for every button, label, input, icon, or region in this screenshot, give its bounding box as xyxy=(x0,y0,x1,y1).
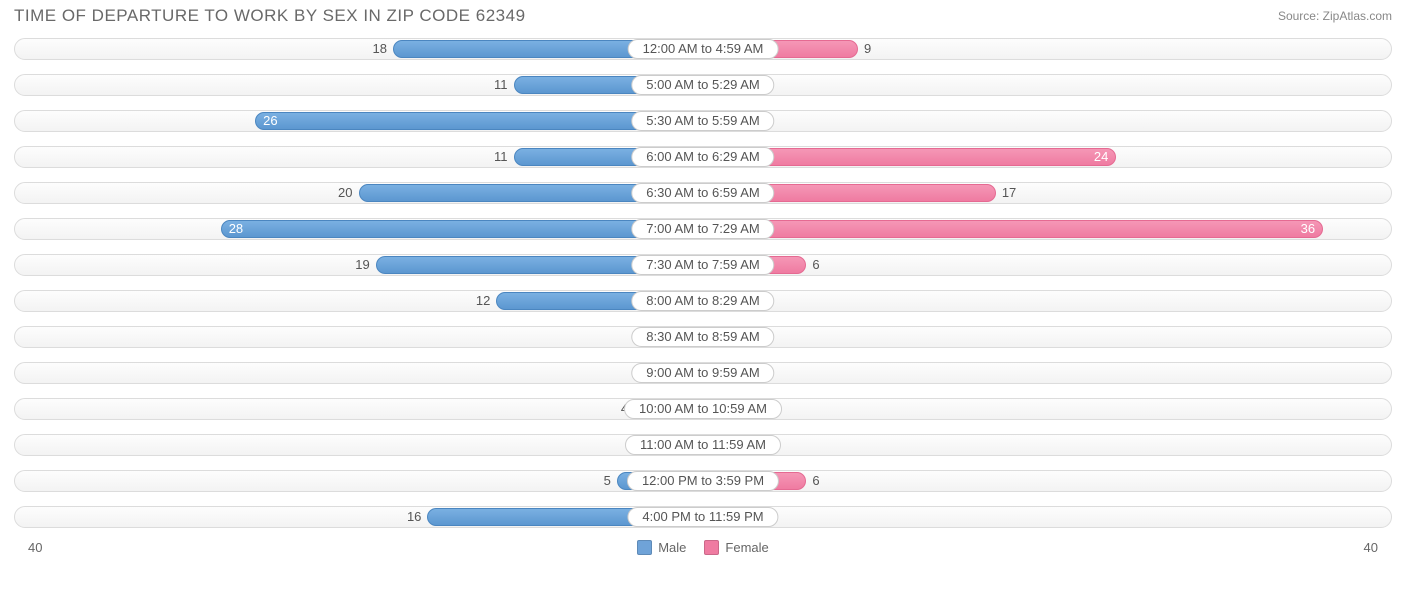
chart-row: 19 6 7:30 AM to 7:59 AM xyxy=(14,248,1392,282)
legend-item-female: Female xyxy=(704,540,768,555)
value-male: 11 xyxy=(494,76,508,94)
chart-row: 2615:30 AM to 5:59 AM xyxy=(14,104,1392,138)
row-label: 5:00 AM to 5:29 AM xyxy=(631,75,774,95)
value-male: 12 xyxy=(476,292,490,310)
row-label: 5:30 AM to 5:59 AM xyxy=(631,111,774,131)
chart-row: 4010:00 AM to 10:59 AM xyxy=(14,392,1392,426)
row-label: 4:00 PM to 11:59 PM xyxy=(627,507,778,527)
row-label: 9:00 AM to 9:59 AM xyxy=(631,363,774,383)
chart-row: 029:00 AM to 9:59 AM xyxy=(14,356,1392,390)
value-male: 11 xyxy=(494,148,508,166)
row-label: 6:30 AM to 6:59 AM xyxy=(631,183,774,203)
legend-label-male: Male xyxy=(658,540,686,555)
legend-swatch-female xyxy=(704,540,719,555)
chart-row: 1105:00 AM to 5:29 AM xyxy=(14,68,1392,102)
value-female: 6 xyxy=(812,472,819,490)
value-female: 9 xyxy=(864,40,871,58)
value-male: 5 xyxy=(604,472,611,490)
chart-row: 11246:00 AM to 6:29 AM xyxy=(14,140,1392,174)
value-male: 18 xyxy=(372,40,386,58)
value-male: 20 xyxy=(338,184,352,202)
value-female: 17 xyxy=(1002,184,1016,202)
axis-max-right: 40 xyxy=(1364,540,1378,555)
legend-swatch-male xyxy=(637,540,652,555)
chart-row: 0011:00 AM to 11:59 AM xyxy=(14,428,1392,462)
chart-title: TIME OF DEPARTURE TO WORK BY SEX IN ZIP … xyxy=(14,6,526,26)
legend: Male Female xyxy=(637,540,769,555)
chart-row: 28367:00 AM to 7:29 AM xyxy=(14,212,1392,246)
chart-row: 008:30 AM to 8:59 AM xyxy=(14,320,1392,354)
value-female: 36 xyxy=(703,220,1323,238)
row-label: 7:30 AM to 7:59 AM xyxy=(631,255,774,275)
chart-row: 1624:00 PM to 11:59 PM xyxy=(14,500,1392,534)
row-label: 8:30 AM to 8:59 AM xyxy=(631,327,774,347)
legend-label-female: Female xyxy=(725,540,768,555)
chart-row: 18 9 12:00 AM to 4:59 AM xyxy=(14,32,1392,66)
row-label: 6:00 AM to 6:29 AM xyxy=(631,147,774,167)
row-label: 7:00 AM to 7:29 AM xyxy=(631,219,774,239)
row-label: 10:00 AM to 10:59 AM xyxy=(624,399,782,419)
chart-row: 1238:00 AM to 8:29 AM xyxy=(14,284,1392,318)
value-male: 16 xyxy=(407,508,421,526)
value-female: 6 xyxy=(812,256,819,274)
row-label: 12:00 PM to 3:59 PM xyxy=(627,471,779,491)
legend-item-male: Male xyxy=(637,540,686,555)
row-label: 11:00 AM to 11:59 AM xyxy=(625,435,781,455)
axis-max-left: 40 xyxy=(28,540,42,555)
row-label: 12:00 AM to 4:59 AM xyxy=(628,39,779,59)
value-male: 19 xyxy=(355,256,369,274)
chart-body: 18 9 12:00 AM to 4:59 AM 1105:00 AM to 5:29… xyxy=(0,30,1406,534)
chart-row: 20 17 6:30 AM to 6:59 AM xyxy=(14,176,1392,210)
chart-footer: 40 Male Female 40 xyxy=(0,536,1406,555)
row-label: 8:00 AM to 8:29 AM xyxy=(631,291,774,311)
chart-row: 5 6 12:00 PM to 3:59 PM xyxy=(14,464,1392,498)
source-attribution: Source: ZipAtlas.com xyxy=(1278,9,1392,23)
